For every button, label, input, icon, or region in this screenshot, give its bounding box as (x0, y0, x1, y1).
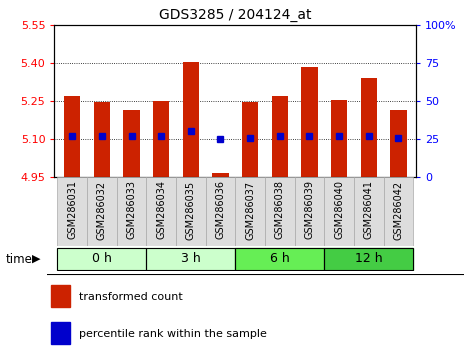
Bar (183, 62, 199, 177)
Text: GSM286031: GSM286031 (67, 181, 77, 239)
Text: 12 h: 12 h (355, 252, 383, 265)
Bar (295, 177, 324, 246)
Text: GSM286041: GSM286041 (364, 181, 374, 239)
Bar (360, 78, 377, 177)
Text: transformed count: transformed count (79, 292, 182, 302)
Bar (57, 177, 87, 246)
Bar (146, 248, 236, 270)
Bar (272, 96, 288, 177)
Bar (57, 248, 146, 270)
Bar (176, 177, 206, 246)
Bar (123, 110, 140, 177)
Text: GSM286034: GSM286034 (156, 181, 166, 239)
Bar (64, 96, 80, 177)
Bar (390, 110, 407, 177)
Title: GDS3285 / 204124_at: GDS3285 / 204124_at (159, 8, 312, 22)
Bar (117, 177, 146, 246)
Text: percentile rank within the sample: percentile rank within the sample (79, 329, 266, 339)
Bar (206, 177, 236, 246)
Bar (324, 177, 354, 246)
Bar (236, 248, 324, 270)
Bar (57, 248, 146, 270)
Text: 3 h: 3 h (181, 252, 201, 265)
Text: GSM286036: GSM286036 (216, 181, 226, 239)
Bar (94, 102, 110, 177)
Text: GSM286039: GSM286039 (305, 181, 315, 239)
Bar (301, 67, 318, 177)
Text: GSM286037: GSM286037 (245, 181, 255, 240)
Bar (354, 177, 384, 246)
Text: 0 h: 0 h (92, 252, 112, 265)
Bar (87, 177, 117, 246)
Text: GSM286038: GSM286038 (275, 181, 285, 239)
Bar (146, 177, 176, 246)
Bar (324, 248, 413, 270)
Bar (146, 248, 236, 270)
Text: GSM286040: GSM286040 (334, 181, 344, 239)
Text: time: time (6, 253, 33, 266)
Bar (52, 322, 70, 344)
Bar (212, 173, 228, 177)
Bar (236, 177, 265, 246)
Text: ▶: ▶ (32, 254, 41, 264)
Text: GSM286042: GSM286042 (394, 181, 403, 240)
Text: GSM286032: GSM286032 (97, 181, 107, 240)
Bar (52, 285, 70, 307)
Bar (242, 102, 258, 177)
Bar (331, 99, 347, 177)
Text: GSM286035: GSM286035 (186, 181, 196, 240)
Bar (384, 177, 413, 246)
Text: 6 h: 6 h (270, 252, 289, 265)
Bar (153, 101, 169, 177)
Bar (265, 177, 295, 246)
Bar (324, 248, 413, 270)
Text: GSM286033: GSM286033 (126, 181, 137, 239)
Bar (236, 248, 324, 270)
